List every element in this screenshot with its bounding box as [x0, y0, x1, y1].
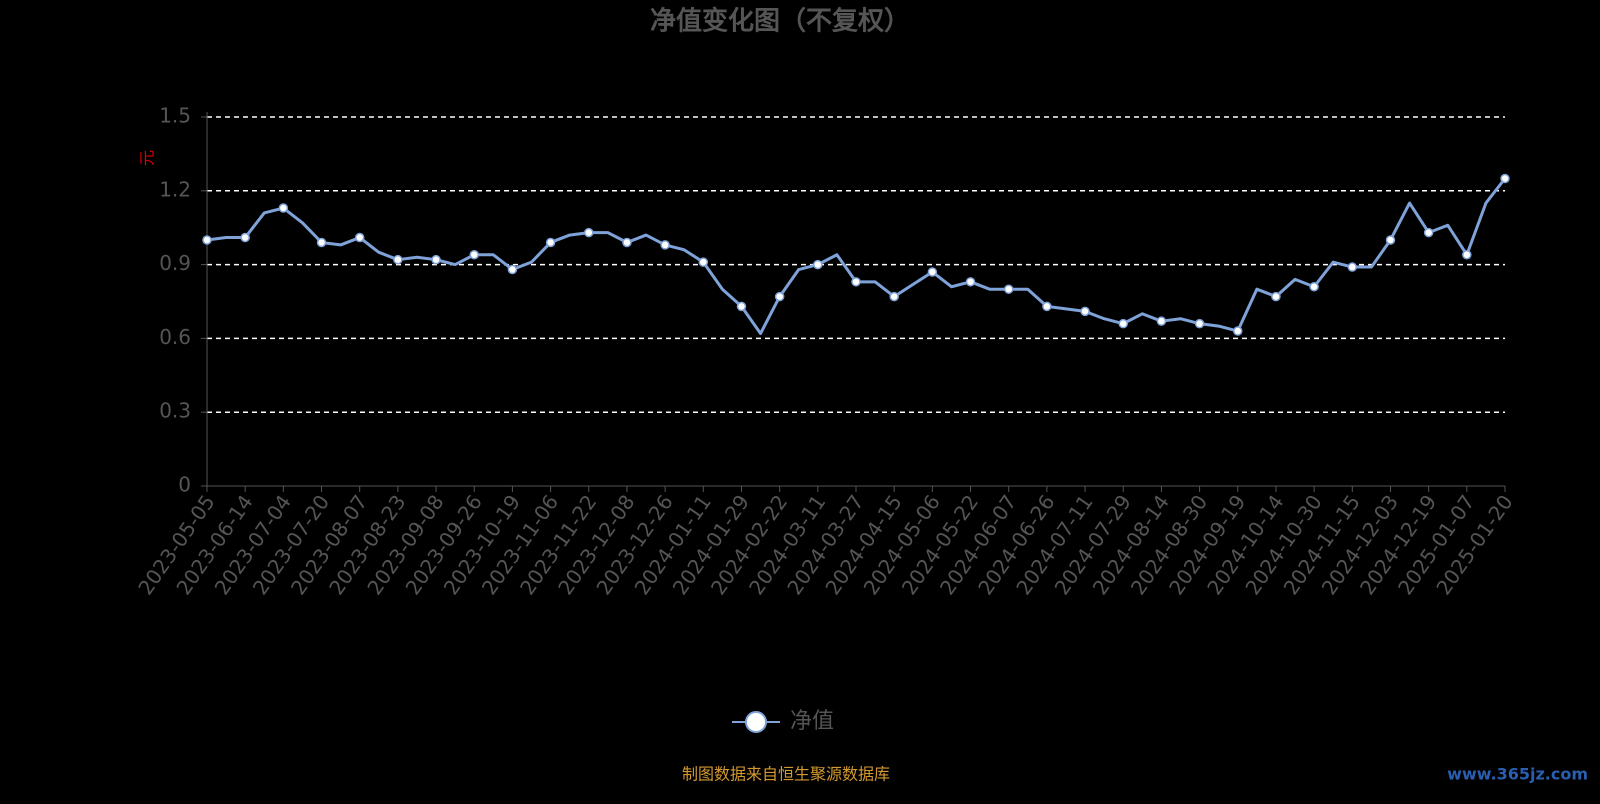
y-tick-label: 0.6: [159, 325, 191, 349]
point: [965, 277, 976, 287]
point: [813, 259, 823, 270]
point: [1385, 235, 1396, 245]
chart-title: 净值变化图（不复权）: [650, 6, 910, 37]
point: [354, 232, 365, 243]
point: [622, 237, 632, 248]
point: [1233, 326, 1243, 336]
point: [1309, 281, 1319, 292]
point: [393, 254, 403, 265]
point: [660, 240, 670, 250]
point: [1042, 301, 1052, 312]
y-tick-label: 0.3: [159, 399, 191, 423]
y-tick-label: 0.9: [159, 251, 191, 275]
point: [927, 267, 938, 277]
legend-marker: [745, 711, 767, 733]
point: [1347, 262, 1358, 272]
line: [206, 177, 1507, 335]
point: [278, 203, 289, 213]
y-axis-label: 元: [138, 150, 157, 166]
point: [698, 257, 709, 267]
watermark: www.365jz.com: [1447, 765, 1588, 784]
point: [1080, 306, 1090, 317]
point: [774, 291, 785, 302]
point: [431, 254, 441, 265]
point: [469, 250, 479, 260]
point: [202, 235, 212, 245]
point: [545, 237, 556, 248]
legend-label: 净值: [790, 709, 834, 734]
point: [316, 237, 327, 248]
point: [1462, 250, 1472, 260]
point: [889, 291, 899, 302]
point: [1003, 284, 1014, 294]
y-tick-label: 1.2: [159, 177, 191, 201]
point: [1423, 227, 1434, 238]
point: [1500, 173, 1510, 184]
point: [584, 227, 594, 238]
point: [1118, 318, 1128, 329]
y-tick-label: 1.5: [159, 104, 191, 128]
point: [507, 264, 518, 275]
point: [851, 277, 861, 287]
source-note: 制图数据来自恒生聚源数据库: [682, 765, 890, 784]
point: [1156, 316, 1167, 326]
point: [1271, 291, 1281, 302]
point: [736, 301, 747, 312]
point: [1194, 318, 1205, 329]
point: [240, 232, 250, 243]
y-tick-label: 0: [178, 473, 191, 497]
